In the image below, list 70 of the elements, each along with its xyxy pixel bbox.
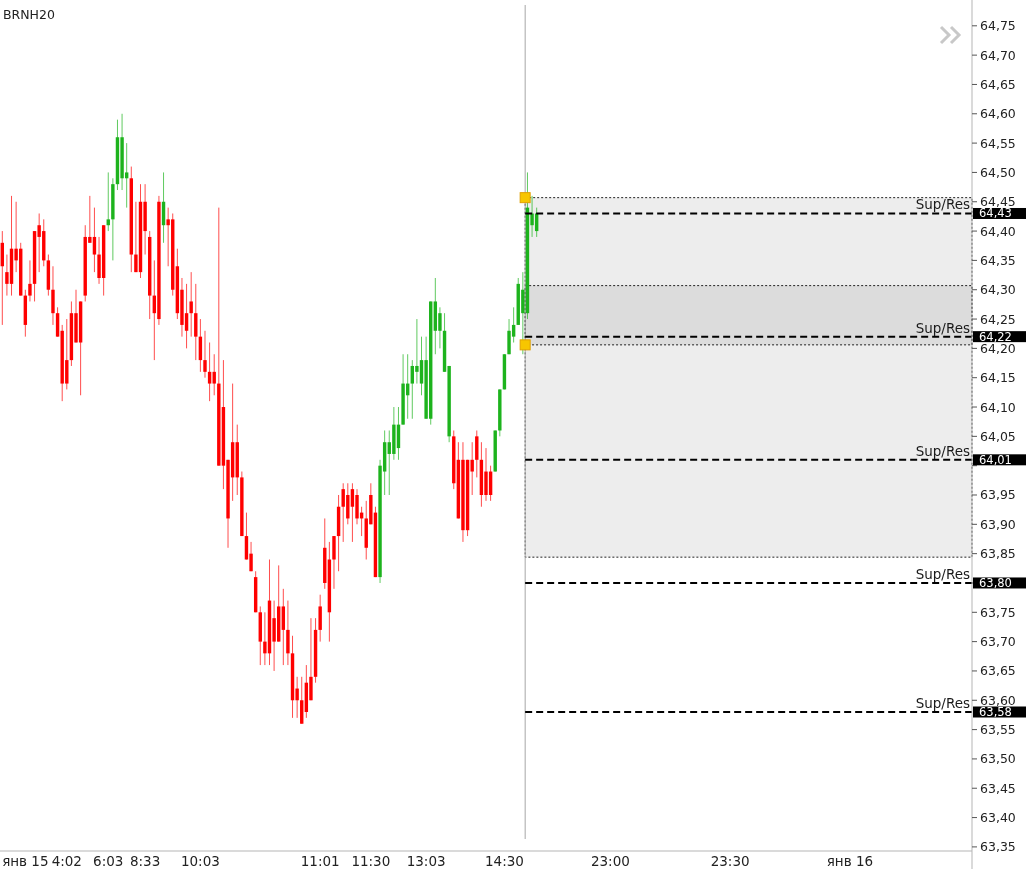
x-tick-label: 11:30 [351,853,391,869]
candlestick [207,342,212,402]
y-tick-label: 64,65 [980,76,1016,92]
text: 64,01 [979,452,1012,467]
x-tick-label: 11:01 [300,853,340,869]
candlestick [286,600,290,666]
candlestick [355,488,359,525]
x-tick-label: 10:03 [180,853,220,869]
y-tick-label: 63,75 [980,604,1016,620]
ref-line-label: Sup/Res [915,695,970,711]
candlestick [332,535,336,590]
y-tick-label: 64,35 [980,252,1016,268]
y-tick-label: 63,60 [980,692,1016,708]
y-tick-label: 63,40 [980,810,1016,826]
y-tick-label: 64,25 [980,311,1016,327]
candlestick [189,271,193,338]
candlestick [212,353,216,396]
y-tick-label: 63,50 [980,751,1016,767]
y-tick-label: 63,70 [980,634,1016,650]
candlestick [475,429,479,478]
ref-line-label: Sup/Res [915,319,970,336]
candlestick [350,482,355,543]
y-tick-label: 63,35 [980,839,1016,855]
candlestick [318,594,322,643]
text: 63,80 [979,575,1012,590]
candlestick [106,171,110,232]
y-tick-label: 64,75 [980,18,1016,34]
y-tick-label: 63,65 [980,663,1016,679]
candlestick [415,318,419,385]
candlestick [28,259,32,302]
x-tick-label: 23:00 [590,853,630,869]
y-tick-label: 64,40 [980,223,1016,239]
x-tick-label: 13:03 [406,853,446,869]
candlestick [272,600,276,672]
candlestick [134,201,138,273]
text: BRNH20 [3,6,55,22]
candlestick [507,318,511,355]
candlestick [281,588,286,666]
x-tick-label: янв 15 [2,853,49,869]
y-tick-label: 64,30 [980,282,1016,298]
x-tick-label: 23:30 [710,853,750,869]
y-tick-label: 64,55 [980,135,1016,151]
y-tick-label: 64,15 [980,370,1016,386]
x-tick-label: 14:30 [484,853,524,869]
y-tick-label: 63,85 [980,546,1016,562]
candlestick [300,676,304,725]
y-tick-label: 64,05 [980,428,1016,444]
y-tick-label: 64,50 [980,164,1016,180]
ref-line-label: Sup/Res [915,565,970,582]
y-tick-label: 64,70 [980,47,1016,63]
candlestick [184,283,189,349]
y-tick-label: 63,55 [980,722,1016,738]
x-tick-label: 4:02 [51,853,82,869]
text: 64,22 [979,329,1012,344]
ref-line-label: Sup/Res [915,196,970,213]
candlestick [484,447,488,502]
y-tick-label: 64,60 [980,106,1016,122]
candlestick [203,330,207,379]
y-tick-label: 63,90 [980,516,1016,532]
y-tick-label: 63,45 [980,780,1016,796]
candlestick [92,207,97,273]
ref-line-label: Sup/Res [915,442,970,459]
y-tick-label: 63,95 [980,487,1016,503]
y-tick-label: 64,10 [980,399,1016,415]
x-tick-label: 8:33 [129,853,161,869]
candlestick [51,265,55,326]
x-tick-label: 6:03 [93,853,124,869]
x-tick-label: янв 16 [826,853,874,869]
candlestick [194,283,198,361]
text: 63,58 [979,705,1012,719]
